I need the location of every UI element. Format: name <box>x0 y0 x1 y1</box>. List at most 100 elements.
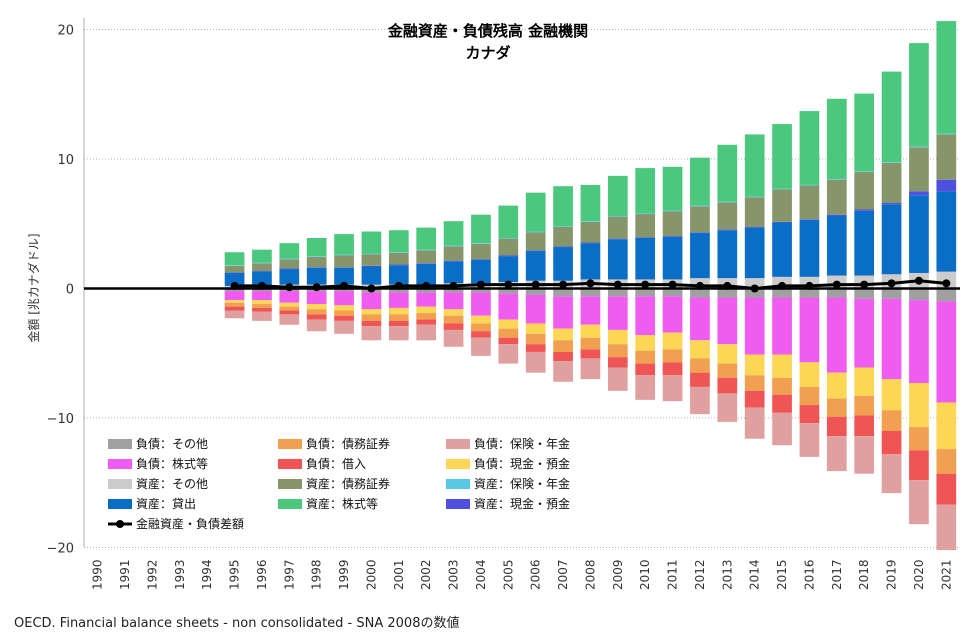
bar-segment <box>498 319 519 329</box>
bar-segment <box>799 219 820 277</box>
bar-segment <box>224 265 245 266</box>
bar-segment <box>607 296 628 330</box>
bar-segment <box>826 416 847 437</box>
bar-segment <box>881 288 902 299</box>
bar-segment <box>443 221 464 246</box>
bar-segment <box>553 288 573 297</box>
x-tick-label: 2002 <box>419 559 433 590</box>
bar-segment <box>443 323 464 330</box>
net-line-point <box>668 280 677 289</box>
x-tick-label: 2020 <box>912 559 926 590</box>
bar-segment <box>690 358 710 373</box>
bar-segment <box>471 323 491 332</box>
bar-segment <box>471 337 491 356</box>
bar-segment <box>443 261 464 284</box>
bar-segment <box>854 436 875 474</box>
bar-segment <box>306 309 327 315</box>
bar-segment <box>936 301 957 403</box>
bar-segment <box>334 267 354 268</box>
bar-segment <box>279 302 300 307</box>
net-line <box>230 276 951 293</box>
bar-segment <box>334 291 354 306</box>
bar-segment <box>690 288 710 298</box>
x-tick-label: 1999 <box>337 559 351 590</box>
x-tick-label: 2019 <box>885 559 899 590</box>
bar-segment <box>416 263 437 264</box>
bar-segment <box>854 298 875 368</box>
legend-label: 負債：債務証券 <box>306 436 390 451</box>
bar-segment <box>525 351 546 373</box>
bar-segment <box>279 306 300 311</box>
bar-segment <box>607 238 628 240</box>
net-line-point <box>257 281 266 290</box>
bar-segment <box>662 296 683 333</box>
bar-segment <box>252 271 272 272</box>
x-tick-label: 1993 <box>173 559 187 590</box>
net-line-point <box>723 281 732 290</box>
bar-segment <box>936 134 957 180</box>
bar-segment <box>607 239 628 280</box>
bar-segment <box>553 340 573 352</box>
bar-segment <box>252 307 272 312</box>
bar-segment <box>690 232 710 279</box>
bar-segment <box>416 292 437 307</box>
net-line-point <box>394 281 403 290</box>
bar-segment <box>690 157 710 206</box>
net-line-point <box>778 281 787 290</box>
bar-segment <box>909 195 929 273</box>
x-tick-label: 2010 <box>638 559 652 590</box>
bar-segment <box>635 213 656 215</box>
bar-segment <box>580 221 601 222</box>
net-line-point <box>476 280 485 289</box>
x-tick-label: 2008 <box>583 559 597 590</box>
legend-item: 負債：その他 <box>108 436 208 451</box>
bar-segment <box>936 288 957 302</box>
bar-segment <box>826 288 847 298</box>
bar-segment <box>252 249 272 263</box>
bar-segment <box>799 288 820 298</box>
bar-segment <box>936 179 957 192</box>
bar-segment <box>580 288 601 297</box>
legend-item: 資産：その他 <box>108 476 208 491</box>
bar-segment <box>553 351 573 362</box>
bar-segment <box>252 271 272 286</box>
bar-segment <box>334 255 354 268</box>
bar-segment <box>224 272 245 273</box>
bar-segment <box>498 344 519 364</box>
bar-segment <box>881 430 902 455</box>
bar-segment <box>635 375 656 400</box>
bar-segment <box>224 252 245 266</box>
x-tick-label: 1995 <box>228 559 242 590</box>
bar-segment <box>443 292 464 310</box>
bar-segment <box>525 192 546 232</box>
bar-segment <box>799 405 820 424</box>
bar-segment <box>662 236 683 280</box>
bar-segment <box>772 377 792 395</box>
bar-segment <box>607 175 628 216</box>
legend-swatch <box>446 499 470 509</box>
bar-segment <box>443 315 464 324</box>
bar-segment <box>388 314 409 321</box>
bar-segment <box>553 226 573 227</box>
bar-segment <box>635 296 656 336</box>
source-note: OECD. Financial balance sheets - non con… <box>14 616 460 631</box>
bar-segment <box>854 93 875 172</box>
bars <box>224 21 957 551</box>
bar-segment <box>388 288 409 293</box>
bar-segment <box>690 232 710 233</box>
bar-segment <box>772 297 792 355</box>
net-line-point <box>230 281 239 290</box>
bar-segment <box>553 247 573 281</box>
bar-segment <box>690 372 710 387</box>
legend-label: 資産：その他 <box>136 476 208 491</box>
bar-segment <box>717 377 738 394</box>
bar-segment <box>252 300 272 305</box>
legend-item: 金融資産・負債差額 <box>108 516 244 531</box>
bar-segment <box>361 253 382 255</box>
bar-segment <box>772 188 792 190</box>
bar-segment <box>936 402 957 450</box>
bar-segment <box>498 328 519 338</box>
bar-segment <box>580 358 601 380</box>
